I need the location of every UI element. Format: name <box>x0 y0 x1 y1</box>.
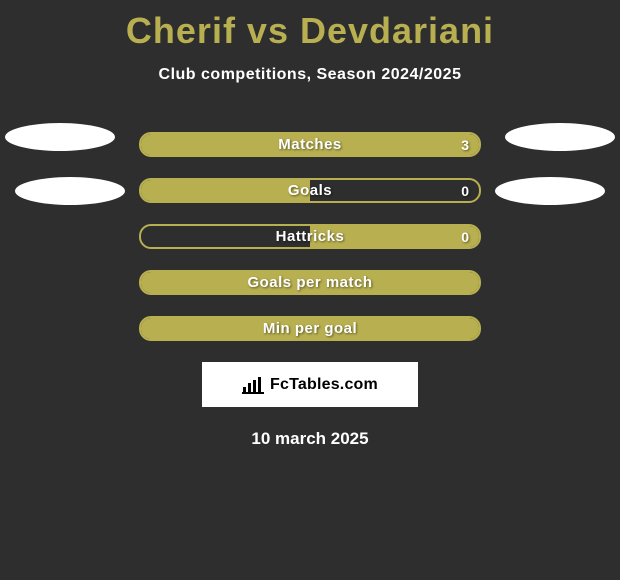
stat-label: Matches <box>141 134 479 155</box>
stat-row-goals-per-match: Goals per match <box>139 270 481 295</box>
stat-row-hattricks: Hattricks 0 <box>139 224 481 249</box>
stat-label: Goals per match <box>141 272 479 293</box>
branding-text: FcTables.com <box>270 376 378 394</box>
stat-row-matches: Matches 3 <box>139 132 481 157</box>
stat-label: Goals <box>141 180 479 201</box>
stat-row-min-per-goal: Min per goal <box>139 316 481 341</box>
stat-row-goals: Goals 0 <box>139 178 481 203</box>
branding-box[interactable]: FcTables.com <box>202 362 418 407</box>
stat-value-right: 0 <box>461 226 469 247</box>
stat-value-right: 0 <box>461 180 469 201</box>
stat-label: Min per goal <box>141 318 479 339</box>
stat-value-right: 3 <box>461 134 469 155</box>
stat-label: Hattricks <box>141 226 479 247</box>
bar-chart-icon <box>242 376 264 394</box>
page-title: Cherif vs Devdariani <box>0 0 620 52</box>
page-subtitle: Club competitions, Season 2024/2025 <box>0 66 620 84</box>
stats-area: Matches 3 Goals 0 Hattricks 0 Goals per … <box>0 132 620 449</box>
date-text: 10 march 2025 <box>0 429 620 449</box>
